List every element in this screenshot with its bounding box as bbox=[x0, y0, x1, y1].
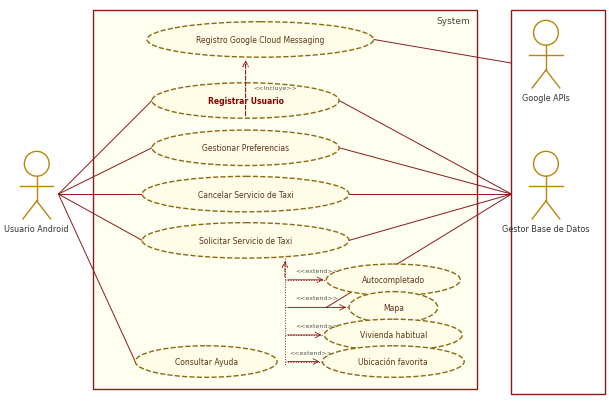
Text: Registrar Usuario: Registrar Usuario bbox=[208, 97, 284, 106]
Ellipse shape bbox=[142, 223, 349, 259]
Text: <<extend>>: <<extend>> bbox=[289, 350, 332, 355]
Ellipse shape bbox=[349, 292, 438, 323]
Text: Cancelar Servicio de Taxi: Cancelar Servicio de Taxi bbox=[198, 190, 294, 199]
Text: Vivienda habitual: Vivienda habitual bbox=[359, 330, 427, 340]
Ellipse shape bbox=[325, 319, 462, 351]
Text: Ubicación favorita: Ubicación favorita bbox=[359, 357, 428, 366]
Text: Gestionar Preferencias: Gestionar Preferencias bbox=[202, 144, 289, 153]
Ellipse shape bbox=[135, 346, 277, 377]
Text: <<Incluye>>: <<Incluye>> bbox=[253, 86, 297, 91]
Ellipse shape bbox=[152, 83, 339, 119]
Text: Registro Google Cloud Messaging: Registro Google Cloud Messaging bbox=[196, 36, 325, 45]
Text: <<extend>>: <<extend>> bbox=[296, 296, 339, 301]
Ellipse shape bbox=[322, 346, 464, 377]
Text: Usuario Android: Usuario Android bbox=[4, 225, 69, 234]
Bar bbox=[93, 11, 477, 389]
Text: Consultar Ayuda: Consultar Ayuda bbox=[175, 357, 238, 366]
Text: Solicitar Servicio de Taxi: Solicitar Servicio de Taxi bbox=[199, 236, 292, 245]
Text: <<extend>>: <<extend>> bbox=[296, 268, 339, 273]
Text: Google APIs: Google APIs bbox=[522, 94, 570, 103]
Ellipse shape bbox=[326, 264, 460, 296]
Ellipse shape bbox=[152, 131, 339, 166]
Ellipse shape bbox=[142, 177, 349, 212]
Text: Mapa: Mapa bbox=[383, 303, 404, 312]
Ellipse shape bbox=[147, 23, 373, 58]
Text: System: System bbox=[437, 17, 470, 26]
Bar bbox=[512, 11, 605, 394]
Text: <<extend>>: <<extend>> bbox=[296, 323, 339, 328]
Text: Autocompletado: Autocompletado bbox=[362, 275, 425, 285]
Text: Gestor Base de Datos: Gestor Base de Datos bbox=[502, 225, 590, 234]
